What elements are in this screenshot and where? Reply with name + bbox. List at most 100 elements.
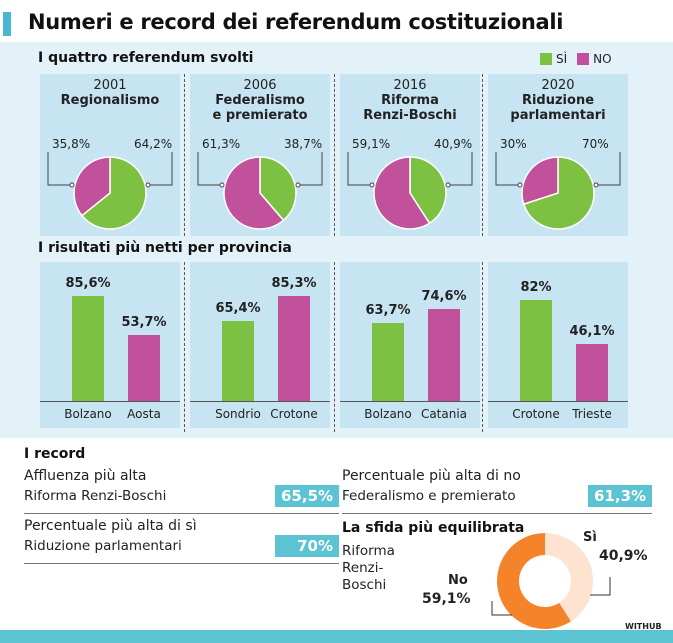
bar-province-label: Crotone <box>512 407 560 421</box>
pie-slice-no <box>73 156 111 217</box>
divider <box>184 74 185 236</box>
donut-slice-no <box>497 533 571 629</box>
legend: SÌ NO <box>540 52 612 66</box>
bar-baseline <box>40 401 180 402</box>
footer-bar <box>0 630 673 643</box>
referendum-year: 2006 <box>243 78 277 93</box>
divider <box>342 513 652 514</box>
leader-dot <box>295 182 301 188</box>
pie-chart <box>47 152 173 230</box>
leader-line-si <box>598 152 621 186</box>
bar-no <box>128 334 160 401</box>
leader-dot <box>69 182 75 188</box>
leader-line-si <box>150 152 173 186</box>
bar-province-label: Catania <box>420 407 468 421</box>
pie-slice-no <box>373 156 431 230</box>
donut-si-name: Sì <box>583 530 597 545</box>
bar-value-label: 63,7% <box>365 302 411 318</box>
pie-no-label: 35,8% <box>52 137 91 151</box>
divider <box>334 74 335 236</box>
referendum-name: Riduzione parlamentari <box>510 93 606 123</box>
leader-dot <box>517 182 523 188</box>
divider <box>482 74 483 236</box>
legend-no-label: NO <box>593 52 612 66</box>
divider <box>24 563 339 564</box>
bar-value-label: 85,3% <box>271 276 317 292</box>
leader-line-no <box>491 601 512 616</box>
leader-dot <box>445 182 451 188</box>
pie-chart <box>347 152 473 230</box>
leader-line-si <box>450 152 473 186</box>
divider <box>184 262 185 432</box>
bar-si <box>372 322 404 401</box>
page-title: Numeri e record dei referendum costituzi… <box>28 10 564 34</box>
bar-no <box>278 296 310 401</box>
bar-province-label: Sondrio <box>215 407 261 421</box>
referendum-title: 2020 Riduzione parlamentari <box>488 78 628 123</box>
bar-baseline <box>340 401 480 402</box>
bar-province-label: Bolzano <box>64 407 112 421</box>
pie-si-label: 38,7% <box>284 137 323 151</box>
bar-value-label: 74,6% <box>421 289 467 305</box>
bar-value-label: 46,1% <box>569 324 615 340</box>
leader-line-si <box>590 577 611 596</box>
divider <box>334 262 335 432</box>
donut-si-label: 40,9% <box>599 548 648 564</box>
leader-line-no <box>47 152 70 186</box>
pie-no-label: 61,3% <box>202 137 241 151</box>
bar-no <box>428 309 460 401</box>
leader-line-no <box>347 152 370 186</box>
leader-dot <box>369 182 375 188</box>
donut-chart <box>491 533 611 629</box>
record-value-badge: 70% <box>275 535 339 557</box>
legend-si-label: SÌ <box>556 52 568 66</box>
referendum-year: 2016 <box>393 78 427 93</box>
record-title: Percentuale più alta di sì <box>24 518 197 534</box>
section-bars-heading: I risultati più netti per provincia <box>38 240 292 256</box>
record-value-badge: 61,3% <box>588 485 652 507</box>
pie-slice-no <box>223 156 285 230</box>
pie-slice-si <box>522 156 595 230</box>
pie-si-label: 40,9% <box>434 137 473 151</box>
divider <box>482 262 483 432</box>
referendum-title: 2006 Federalismo e premierato <box>190 78 330 123</box>
referendum-year: 2001 <box>93 78 127 93</box>
leader-line-si <box>300 152 323 186</box>
bar-province-label: Crotone <box>270 407 318 421</box>
donut-slice-si <box>545 533 593 622</box>
bar-value-label: 65,4% <box>215 300 261 316</box>
bar-baseline <box>488 401 628 402</box>
bar-value-label: 53,7% <box>121 314 167 330</box>
pie-no-label: 59,1% <box>352 137 391 151</box>
pie-no-label: 30% <box>500 137 527 151</box>
leader-dot <box>593 182 599 188</box>
bar-si <box>72 295 104 401</box>
leader-line-no <box>197 152 220 186</box>
leader-dot <box>219 182 225 188</box>
credit: WITHUB <box>625 622 662 631</box>
section-pies-heading: I quattro referendum svolti <box>38 50 254 66</box>
referendum-title: 2016 Riforma Renzi-Boschi <box>340 78 480 123</box>
leader-line-no <box>495 152 518 186</box>
records-heading: I record <box>24 446 86 462</box>
donut-subtitle: Riforma Renzi-Boschi <box>342 543 395 593</box>
pie-slice-no <box>521 156 559 206</box>
pie-chart <box>197 152 323 230</box>
legend-no-swatch <box>577 53 590 65</box>
referendum-name: Riforma Renzi-Boschi <box>363 93 457 123</box>
pie-si-label: 64,2% <box>134 137 173 151</box>
pie-slice-si <box>259 156 297 222</box>
bar-no <box>576 344 608 401</box>
bar-province-label: Trieste <box>572 407 612 421</box>
leader-dot <box>145 182 151 188</box>
bar-value-label: 85,6% <box>65 275 111 291</box>
referendum-title: 2001 Regionalismo <box>40 78 180 108</box>
bar-si <box>520 300 552 401</box>
bar-value-label: 82% <box>520 280 552 296</box>
pie-si-label: 70% <box>582 137 609 151</box>
record-subject: Riduzione parlamentari <box>24 538 182 554</box>
donut-no-name: No <box>448 573 468 588</box>
pie-chart <box>495 152 621 230</box>
legend-si-swatch <box>540 53 552 65</box>
donut-title: La sfida più equilibrata <box>342 520 525 536</box>
